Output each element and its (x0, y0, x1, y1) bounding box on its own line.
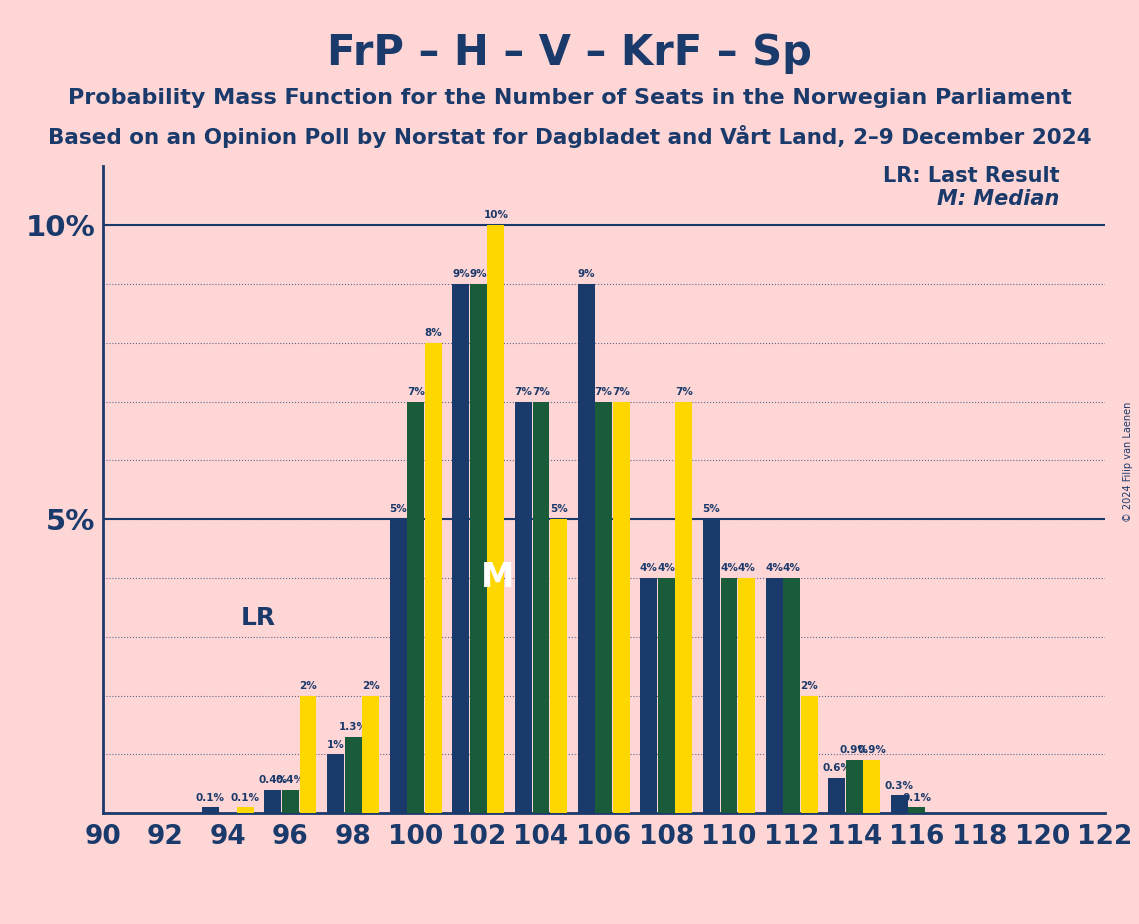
Bar (613, 402, 630, 813)
Text: 7%: 7% (532, 387, 550, 396)
Bar (863, 760, 880, 813)
Text: 0.1%: 0.1% (196, 793, 224, 803)
Bar (533, 402, 549, 813)
Text: Based on an Opinion Poll by Norstat for Dagbladet and Vårt Land, 2–9 December 20: Based on an Opinion Poll by Norstat for … (48, 125, 1091, 148)
Bar (345, 736, 361, 813)
Text: 0.9%: 0.9% (858, 746, 886, 756)
Bar (452, 284, 469, 813)
Text: 5%: 5% (703, 505, 720, 515)
Bar (738, 578, 755, 813)
Text: 4%: 4% (765, 564, 782, 573)
Text: 4%: 4% (720, 564, 738, 573)
Text: 7%: 7% (595, 387, 613, 396)
Text: 7%: 7% (407, 387, 425, 396)
Text: 4%: 4% (640, 564, 657, 573)
Bar (202, 808, 219, 813)
Text: 0.4%: 0.4% (276, 775, 305, 784)
Text: 5%: 5% (550, 505, 567, 515)
Text: © 2024 Filip van Laenen: © 2024 Filip van Laenen (1123, 402, 1133, 522)
Bar (640, 578, 657, 813)
Text: Probability Mass Function for the Number of Seats in the Norwegian Parliament: Probability Mass Function for the Number… (67, 88, 1072, 108)
Text: 4%: 4% (657, 564, 675, 573)
Bar (784, 578, 800, 813)
Text: 0.1%: 0.1% (231, 793, 260, 803)
Bar (721, 578, 737, 813)
Bar (487, 225, 505, 813)
Bar (282, 790, 298, 813)
Bar (675, 402, 693, 813)
Text: 9%: 9% (469, 269, 487, 279)
Bar (515, 402, 532, 813)
Text: 7%: 7% (515, 387, 532, 396)
Bar (577, 284, 595, 813)
Text: 10%: 10% (483, 211, 508, 221)
Bar (470, 284, 486, 813)
Bar (264, 790, 281, 813)
Text: LR: LR (240, 606, 276, 630)
Text: 0.9%: 0.9% (839, 746, 869, 756)
Text: 0.6%: 0.6% (822, 763, 851, 773)
Bar (703, 519, 720, 813)
Bar (408, 402, 424, 813)
Text: 9%: 9% (452, 269, 469, 279)
Text: 1%: 1% (327, 739, 344, 749)
Bar (765, 578, 782, 813)
Bar (846, 760, 862, 813)
Text: M: Median: M: Median (937, 189, 1059, 210)
Text: 4%: 4% (782, 564, 801, 573)
Bar (891, 796, 908, 813)
Bar (300, 696, 317, 813)
Bar (327, 754, 344, 813)
Text: 0.1%: 0.1% (902, 793, 932, 803)
Text: 0.3%: 0.3% (885, 781, 913, 791)
Bar (658, 578, 674, 813)
Text: 9%: 9% (577, 269, 595, 279)
Text: 7%: 7% (613, 387, 630, 396)
Text: LR: Last Result: LR: Last Result (883, 166, 1059, 187)
Bar (909, 808, 925, 813)
Bar (801, 696, 818, 813)
Bar (390, 519, 407, 813)
Text: M: M (481, 562, 514, 594)
Bar (550, 519, 567, 813)
Text: 2%: 2% (801, 681, 818, 691)
Text: 8%: 8% (425, 328, 442, 338)
Text: 0.4%: 0.4% (259, 775, 287, 784)
Bar (237, 808, 254, 813)
Bar (828, 778, 845, 813)
Text: FrP – H – V – KrF – Sp: FrP – H – V – KrF – Sp (327, 32, 812, 74)
Text: 4%: 4% (738, 564, 755, 573)
Text: 5%: 5% (390, 505, 407, 515)
Bar (596, 402, 612, 813)
Bar (425, 343, 442, 813)
Text: 7%: 7% (675, 387, 693, 396)
Text: 1.3%: 1.3% (338, 722, 368, 732)
Text: 2%: 2% (300, 681, 317, 691)
Text: 2%: 2% (362, 681, 379, 691)
Bar (362, 696, 379, 813)
